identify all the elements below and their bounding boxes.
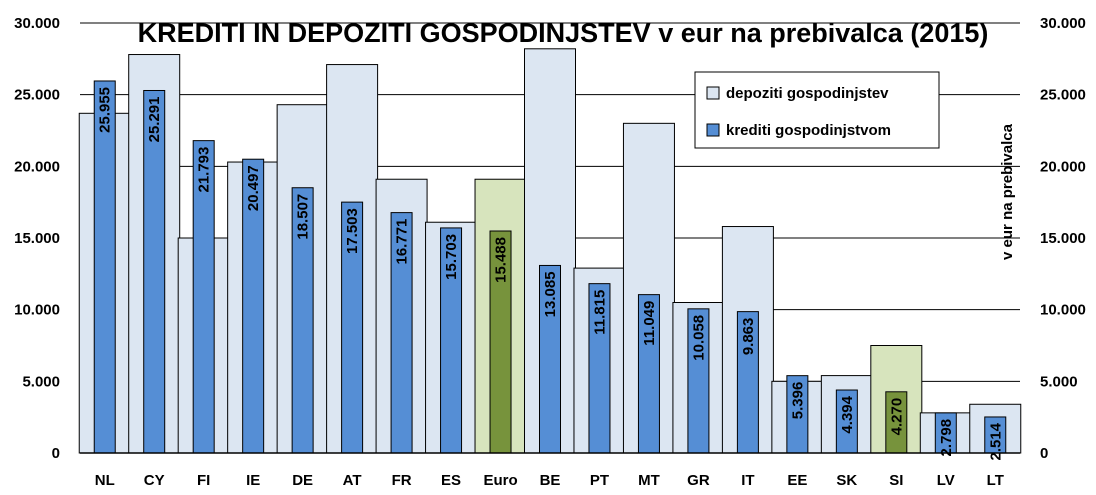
credit-value-label-lv: 2.798 — [938, 419, 955, 457]
y-tick-label-right: 25.000 — [1040, 87, 1086, 104]
y-tick-label-left: 5.000 — [22, 373, 60, 390]
credit-bar-nl — [93, 80, 116, 454]
category-label-ee: EE — [787, 472, 807, 489]
x-axis-category-labels: NL CY FI IE DE AT FR ES Euro BE PT MT GR IT EE SK SI LV LT — [95, 472, 1004, 489]
credit-value-label-sk: 4.394 — [839, 395, 856, 433]
credit-value-label-ie: 20.497 — [245, 165, 262, 211]
category-label-gr: GR — [687, 472, 710, 489]
y-tick-label-right: 20.000 — [1040, 158, 1086, 175]
credit-value-label-cy: 25.291 — [146, 96, 163, 142]
credit-value-label-be: 13.085 — [542, 271, 559, 317]
credit-value-labels: 25.955 25.291 21.793 20.497 18.507 17.503 16.7… — [97, 87, 1005, 461]
credit-value-label-nl: 25.955 — [97, 87, 114, 133]
y-axis-right-label: v eur na prebivalca — [999, 123, 1016, 260]
credit-value-label-at: 17.503 — [344, 208, 361, 254]
category-label-be: BE — [540, 472, 561, 489]
category-label-it: IT — [741, 472, 754, 489]
y-tick-label-right: 0 — [1040, 445, 1048, 462]
deposit-bars — [78, 48, 1022, 454]
credit-value-label-gr: 10.058 — [690, 315, 707, 361]
category-label-lt: LT — [987, 472, 1004, 489]
y-tick-label-right: 10.000 — [1040, 302, 1086, 319]
legend-label-credits: krediti gospodinjstvom — [726, 122, 891, 139]
credit-bars — [93, 80, 1007, 454]
y-tick-label-right: 5.000 — [1040, 373, 1078, 390]
credit-value-label-fr: 16.771 — [394, 219, 411, 265]
credit-bar-cy — [143, 89, 166, 454]
y-tick-label-left: 15.000 — [14, 230, 60, 247]
credit-value-label-it: 9.863 — [740, 318, 757, 356]
legend-label-deposits: depoziti gospodinjstev — [726, 85, 889, 102]
y-tick-label-right: 15.000 — [1040, 230, 1086, 247]
credit-value-label-es: 15.703 — [443, 234, 460, 280]
y-axis-right-ticks: 0 5.000 10.000 15.000 20.000 25.000 30.000 — [1040, 15, 1086, 462]
credit-value-label-mt: 11.049 — [641, 301, 658, 346]
category-label-ie: IE — [246, 472, 260, 489]
category-label-lv: LV — [937, 472, 955, 489]
credit-value-label-lt: 2.514 — [987, 422, 1004, 460]
category-label-fr: FR — [392, 472, 412, 489]
category-label-nl: NL — [95, 472, 115, 489]
y-axis-left-ticks: 0 5.000 10.000 15.000 20.000 25.000 30.000 — [14, 15, 60, 462]
y-tick-label-right: 30.000 — [1040, 15, 1086, 32]
credit-value-label-euro: 15.488 — [493, 237, 510, 283]
y-tick-label-left: 30.000 — [14, 15, 60, 32]
category-label-euro: Euro — [483, 472, 517, 489]
legend-box — [694, 71, 940, 149]
category-label-mt: MT — [638, 472, 660, 489]
category-label-sk: SK — [836, 472, 857, 489]
legend-swatch-deposits — [706, 86, 720, 100]
y-tick-label-left: 20.000 — [14, 158, 60, 175]
category-label-at: AT — [343, 472, 362, 489]
credit-value-label-pt: 11.815 — [591, 290, 608, 335]
y-tick-label-left: 10.000 — [14, 302, 60, 319]
y-tick-label-left: 0 — [52, 445, 60, 462]
category-label-es: ES — [441, 472, 461, 489]
legend: depoziti gospodinjstev krediti gospodinj… — [694, 71, 940, 149]
credit-value-label-de: 18.507 — [295, 194, 312, 240]
legend-swatch-credits — [706, 123, 720, 137]
category-label-cy: CY — [144, 472, 165, 489]
category-label-fi: FI — [197, 472, 210, 489]
category-label-de: DE — [292, 472, 313, 489]
credit-value-label-fi: 21.793 — [196, 147, 213, 193]
y-tick-label-left: 25.000 — [14, 87, 60, 104]
category-label-si: SI — [889, 472, 903, 489]
category-label-pt: PT — [590, 472, 609, 489]
chart-title: KREDITI IN DEPOZITI GOSPODINJSTEV v eur … — [138, 18, 989, 48]
credit-value-label-si: 4.270 — [888, 398, 905, 436]
credit-value-label-ee: 5.396 — [789, 382, 806, 420]
